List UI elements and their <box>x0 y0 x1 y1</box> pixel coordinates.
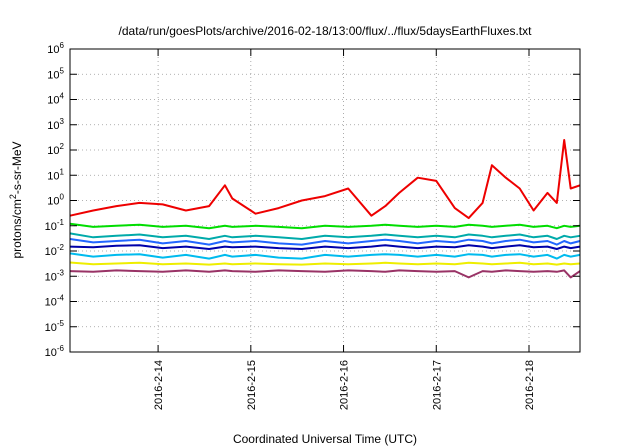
x-tick-label: 2016-2-14 <box>153 360 165 410</box>
y-tick-labels: 10-6 10-5 10-4 10-3 10-2 10-1 100 101 102 103 104 1… <box>45 41 65 359</box>
series-line-7 <box>69 261 581 266</box>
y-tick-label: 102 <box>47 142 64 157</box>
series-line-3 <box>69 232 581 240</box>
x-tick-label: 2016-2-17 <box>431 360 443 410</box>
x-tick-label: 2016-2-18 <box>524 360 536 410</box>
series-line-4 <box>69 238 581 246</box>
x-tick-labels: 2016-2-14 2016-2-15 2016-2-16 2016-2-17 2016… <box>153 360 536 410</box>
y-tick-label: 101 <box>47 167 64 182</box>
y-tick-label: 104 <box>47 92 64 107</box>
y-tick-label: 100 <box>47 193 64 208</box>
y-tick-label: 10-5 <box>45 319 65 334</box>
y-tick-label: 10-1 <box>45 218 65 233</box>
series-line-8 <box>69 269 581 279</box>
y-tick-label: 10-2 <box>45 243 65 258</box>
axis-ticks <box>70 48 580 353</box>
y-tick-label: 10-4 <box>45 294 65 309</box>
x-tick-label: 2016-2-15 <box>246 360 258 410</box>
series-lines <box>69 139 581 279</box>
series-line-2 <box>69 222 581 230</box>
y-axis-label: protons/cm2-s-sr-MeV <box>8 141 24 258</box>
series-line-1 <box>69 139 581 220</box>
grid <box>70 49 580 352</box>
x-axis-label: Coordinated Universal Time (UTC) <box>233 432 417 446</box>
y-tick-label: 10-6 <box>45 344 65 359</box>
y-tick-label: 105 <box>47 66 64 81</box>
y-tick-label: 103 <box>47 117 64 132</box>
series-line-5 <box>69 244 581 250</box>
series-line-6 <box>69 252 581 260</box>
y-tick-label: 106 <box>47 41 64 56</box>
chart-title: /data/run/goesPlots/archive/2016-02-18/1… <box>119 24 533 38</box>
x-tick-label: 2016-2-16 <box>339 360 351 410</box>
y-tick-label: 10-3 <box>45 268 65 283</box>
